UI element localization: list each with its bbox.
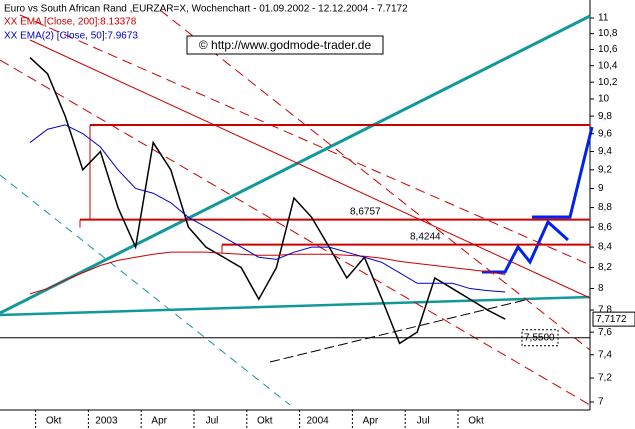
- legend-entry: XX EMA [Close, 200]:8.13378: [4, 17, 137, 28]
- y-tick-label: 9: [598, 183, 604, 194]
- y-tick-label: 10,6: [598, 44, 618, 55]
- level-label: 7,5500: [524, 332, 555, 343]
- x-tick-label: 2004: [306, 416, 329, 427]
- series-line: [29, 56, 506, 345]
- last-value-label: 7,7172: [596, 314, 627, 325]
- trend-lines: [0, 9, 594, 406]
- channel-low2: [159, 9, 591, 351]
- channel-top: [29, 39, 591, 299]
- y-tick-label: 10,8: [598, 28, 618, 39]
- y-tick-label: 7: [598, 397, 604, 408]
- trend-flat: [0, 295, 591, 317]
- legend-entry: XX EMA(2) [Close, 50]:7.9673: [4, 31, 138, 42]
- x-tick-label: Apr: [151, 416, 167, 427]
- level-label: 8,6757: [350, 207, 381, 218]
- support-line: [269, 299, 526, 363]
- x-tick-label: 2003: [95, 416, 118, 427]
- x-tick-label: Okt: [257, 416, 273, 427]
- trend-dashed: [0, 174, 291, 406]
- y-tick-label: 7,6: [598, 327, 612, 338]
- level-label: 8,4244: [410, 232, 441, 243]
- y-tick-label: 8,6: [598, 222, 612, 233]
- copyright-box: [186, 35, 384, 55]
- y-tick-label: 8,8: [598, 202, 612, 213]
- y-tick-label: 9,4: [598, 146, 612, 157]
- y-tick-label: 11: [598, 13, 609, 24]
- forecast: [482, 219, 570, 274]
- forecast: [532, 126, 594, 219]
- y-tick-label: 7,2: [598, 373, 612, 384]
- y-tick-label: 7,8: [598, 305, 612, 316]
- level-box: [521, 329, 559, 347]
- y-tick-label: 10,2: [598, 77, 618, 88]
- channel-mid: [19, 14, 591, 266]
- x-tick-label: Okt: [46, 416, 62, 427]
- x-tick-label: Jul: [417, 416, 430, 427]
- chart-title: Euro vs South African Rand ,EURZAR=X, Wo…: [4, 4, 408, 15]
- y-tick-label: 9,8: [598, 111, 612, 122]
- y-tick-label: 8,2: [598, 262, 612, 273]
- y-tick-label: 10,4: [598, 60, 618, 71]
- x-tick-label: Jul: [206, 416, 219, 427]
- x-tick-label: Apr: [363, 416, 379, 427]
- copyright: © http://www.godmode-trader.de: [199, 38, 372, 52]
- x-tick-label: Okt: [468, 416, 484, 427]
- y-tick-label: 9,6: [598, 128, 612, 139]
- y-tick-label: 8,4: [598, 242, 612, 253]
- last-value-box: [592, 311, 635, 327]
- series-line: [29, 251, 506, 295]
- y-tick-label: 9,2: [598, 164, 612, 175]
- trend-up: [0, 14, 591, 315]
- y-tick-label: 8: [598, 283, 604, 294]
- channel-low: [0, 59, 591, 406]
- y-tick-label: 10: [598, 94, 610, 105]
- y-tick-label: 7,4: [598, 349, 612, 360]
- series-line: [29, 124, 506, 293]
